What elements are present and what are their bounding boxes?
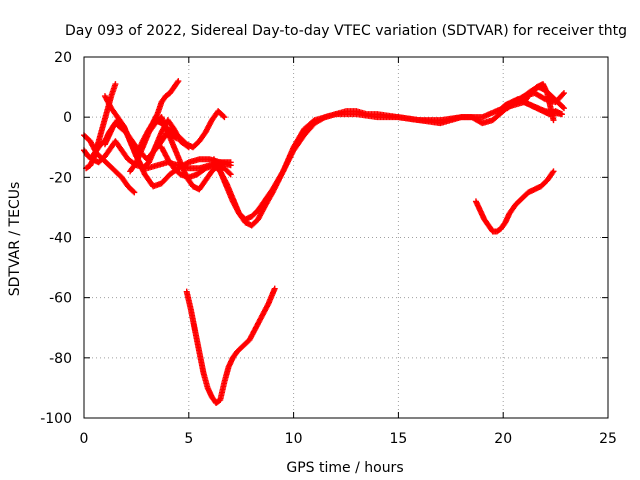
data-point [558, 111, 565, 118]
data-point [220, 113, 227, 120]
chart-title: Day 093 of 2022, Sidereal Day-to-day VTE… [65, 23, 627, 39]
data-point [550, 117, 557, 124]
y-axis-label: SDTVAR / TECUs [7, 182, 23, 297]
data-point [130, 188, 137, 195]
y-tick-label: 20 [54, 50, 72, 66]
data-point [226, 170, 233, 177]
y-tick-label: -100 [40, 411, 72, 427]
x-tick-label: 10 [285, 431, 303, 447]
data-point [227, 159, 234, 166]
data-point [131, 189, 138, 196]
y-tick-label: -20 [49, 170, 72, 186]
x-tick-label: 5 [184, 431, 193, 447]
ticks: 0 5 10 15 20 25 -100 -80 -60 -40 -20 0 20 [40, 50, 617, 447]
series-7 [127, 114, 234, 193]
data-point [560, 105, 567, 112]
series-11 [210, 90, 567, 223]
plot-frame [83, 56, 609, 419]
y-tick-label: -60 [49, 291, 72, 307]
data-point [221, 114, 228, 121]
series-9 [148, 78, 182, 130]
x-tick-label: 0 [80, 431, 89, 447]
data-point [550, 168, 557, 175]
data-point [174, 79, 181, 86]
data-point [271, 285, 278, 292]
series-8 [133, 108, 228, 160]
data-point [560, 90, 567, 97]
series-12 [183, 285, 278, 406]
y-tick-label: -40 [49, 231, 72, 247]
data-point [559, 91, 566, 98]
x-axis-label: GPS time / hours [286, 460, 403, 476]
y-tick-label: 0 [63, 110, 72, 126]
x-tick-label: 20 [494, 431, 512, 447]
x-tick-label: 15 [389, 431, 407, 447]
x-tick-label: 25 [599, 431, 617, 447]
data-point [549, 169, 556, 176]
data-points [81, 78, 567, 406]
data-point [559, 104, 566, 111]
data-point [112, 81, 119, 88]
y-tick-label: -80 [49, 351, 72, 367]
data-point [227, 171, 234, 178]
data-point [175, 78, 182, 85]
series-16 [521, 81, 557, 124]
series-13 [472, 168, 557, 235]
